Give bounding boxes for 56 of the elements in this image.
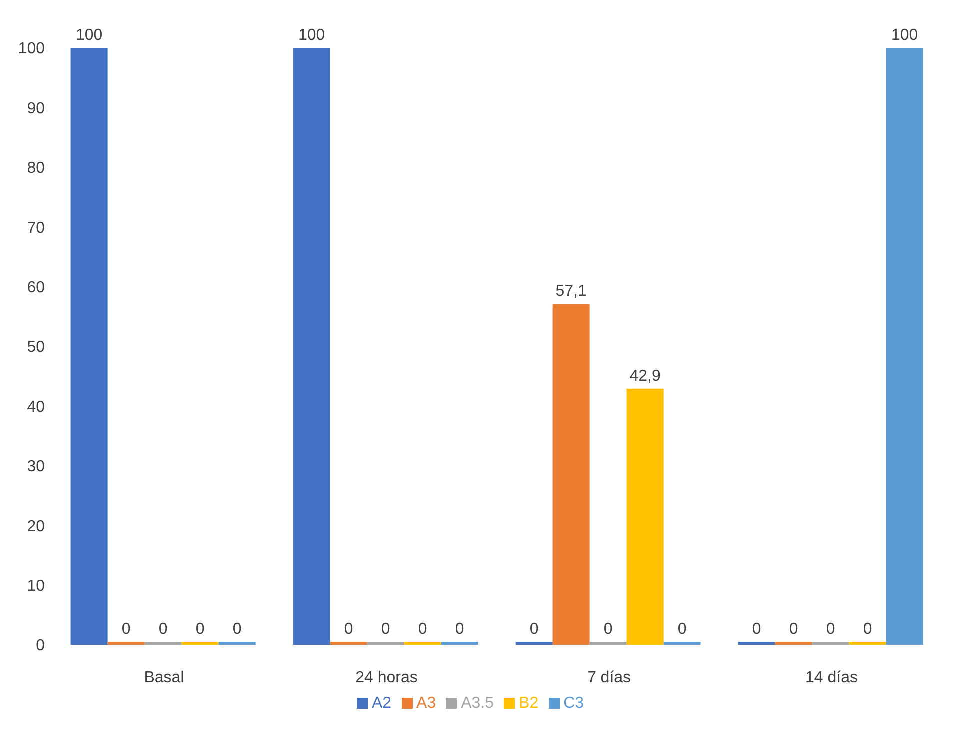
x-tick-label: 24 horas (356, 669, 418, 686)
bar (218, 642, 256, 645)
bar (516, 642, 553, 645)
y-tick-label: 30 (27, 458, 46, 476)
x-tick-label: 7 días (587, 669, 632, 686)
y-tick-label: 90 (27, 100, 46, 118)
legend-label: A2 (372, 695, 392, 712)
bar (404, 642, 442, 645)
bar (626, 388, 664, 645)
data-label: 0 (232, 621, 242, 638)
data-label: 0 (122, 621, 131, 638)
data-label: 57,1 (556, 283, 587, 300)
bar (182, 642, 219, 645)
legend-label: B2 (519, 695, 539, 712)
x-tick-label: Basal (144, 669, 184, 686)
bar (849, 642, 886, 645)
data-label: 100 (298, 27, 326, 44)
y-tick-label: 50 (27, 339, 46, 356)
data-label: 0 (863, 621, 872, 638)
data-label: 0 (455, 621, 464, 638)
y-tick-label: 100 (18, 40, 46, 58)
data-label: 100 (891, 27, 918, 44)
bar (70, 48, 108, 645)
data-label: 0 (530, 621, 539, 638)
bar (886, 48, 924, 645)
bar (293, 48, 330, 645)
y-tick-label: 0 (36, 638, 46, 655)
bar (664, 642, 701, 645)
data-label: 0 (752, 621, 762, 638)
data-label: 0 (678, 621, 687, 638)
x-tick-label: 14 días (806, 669, 858, 686)
data-label: 100 (76, 27, 103, 44)
data-label: 0 (381, 621, 390, 638)
data-label: 0 (158, 621, 168, 638)
y-tick-label: 80 (27, 160, 46, 178)
y-tick-label: 10 (27, 578, 46, 595)
y-tick-label: 40 (27, 398, 46, 416)
data-label: 0 (344, 621, 354, 638)
legend-label: A3.5 (461, 695, 494, 712)
data-label: 42,9 (630, 368, 661, 385)
data-label: 0 (418, 621, 428, 638)
data-label: 0 (826, 621, 836, 638)
data-label: 0 (196, 621, 205, 638)
bar (775, 642, 812, 645)
bar (108, 642, 145, 645)
y-tick-label: 60 (27, 279, 46, 296)
data-label: 0 (604, 621, 613, 638)
bar (441, 642, 478, 645)
bar (738, 642, 776, 645)
y-tick-label: 70 (27, 220, 46, 237)
data-label: 0 (789, 621, 798, 638)
bar (330, 642, 368, 645)
bar (552, 304, 590, 645)
legend-label: C3 (564, 695, 584, 712)
y-tick-label: 20 (27, 518, 46, 536)
legend-label: A3 (416, 695, 436, 712)
